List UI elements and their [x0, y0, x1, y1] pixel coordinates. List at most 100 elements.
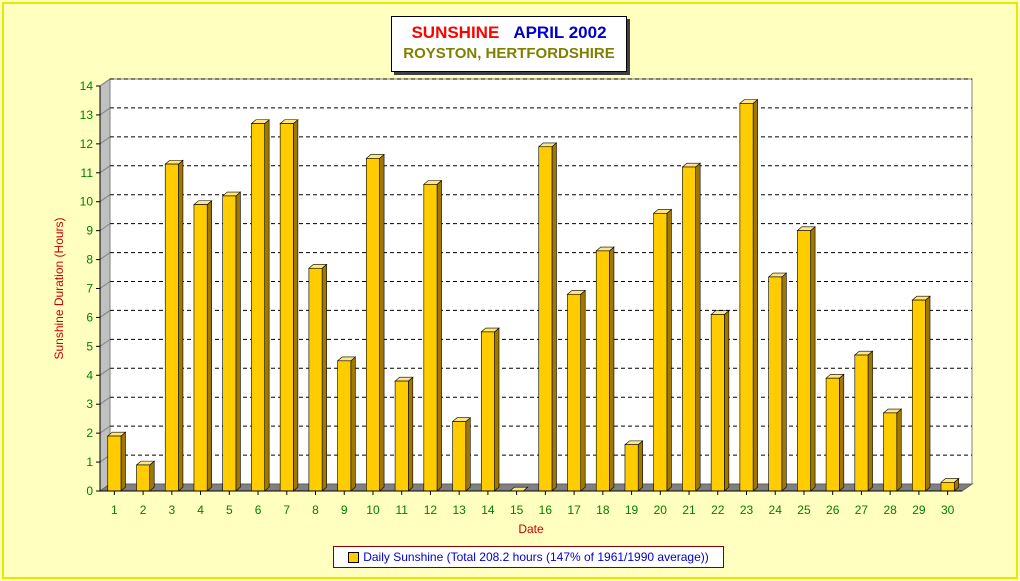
bar [136, 464, 151, 492]
bar-side [350, 356, 356, 492]
bar [423, 184, 438, 492]
x-tick-label: 26 [826, 503, 840, 517]
legend: Daily Sunshine (Total 208.2 hours (147% … [333, 546, 724, 568]
bar-side [149, 460, 155, 492]
chart-title-month: APRIL 2002 [513, 23, 607, 42]
x-tick-label: 1 [111, 503, 118, 517]
bar [883, 412, 898, 492]
bar-side [379, 153, 385, 492]
bar-side [551, 142, 557, 492]
bar-side [810, 226, 816, 492]
gridline-side [99, 310, 111, 318]
gridline-side [99, 367, 111, 376]
x-tick-label: 23 [740, 503, 754, 517]
bar [164, 163, 179, 492]
chart-title: SUNSHINE [411, 23, 500, 42]
x-tick-label: 6 [255, 503, 262, 517]
bar-side [465, 417, 471, 492]
y-tick-label: 0 [86, 484, 93, 498]
y-tick-label: 8 [86, 253, 93, 267]
gridline-side [99, 425, 111, 434]
gridline-side [99, 281, 111, 289]
x-axis-title: Date [518, 522, 544, 536]
bar-side [896, 408, 902, 492]
legend-swatch [348, 551, 360, 563]
bar [538, 146, 553, 492]
bar-side [436, 179, 442, 492]
bar [480, 331, 495, 492]
bar [366, 158, 380, 492]
gridline-side [99, 78, 111, 87]
bar [107, 435, 122, 492]
bar-side [293, 119, 299, 492]
bar [710, 314, 725, 492]
bar-side [695, 162, 701, 492]
x-tick-label: 12 [424, 503, 438, 517]
bar-side [580, 289, 586, 492]
bar [797, 230, 811, 492]
x-tick-label: 17 [567, 503, 581, 517]
bar-side [724, 310, 730, 492]
y-tick-label: 4 [86, 368, 93, 382]
bar [940, 482, 955, 492]
bar-side [867, 350, 873, 492]
bar [854, 354, 869, 492]
y-tick-label: 13 [80, 108, 94, 122]
gridline-side [99, 194, 111, 203]
bar [653, 212, 668, 492]
gridline-side [99, 136, 111, 145]
bar-side [666, 208, 672, 492]
x-tick-label: 28 [883, 503, 897, 517]
x-tick-label: 8 [312, 503, 319, 517]
bar-side [781, 272, 787, 492]
chart-subtitle: ROYSTON, HERTFORDSHIRE [403, 45, 615, 62]
bar [337, 360, 352, 492]
x-tick-label: 10 [366, 503, 380, 517]
bar-side [206, 200, 212, 492]
bar [911, 299, 926, 492]
bar-side [609, 246, 615, 492]
bar [567, 293, 582, 492]
x-tick-label: 25 [797, 503, 811, 517]
x-tick-label: 9 [341, 503, 348, 517]
y-tick-label: 1 [86, 455, 93, 469]
y-tick-label: 3 [86, 397, 93, 411]
x-tick-label: 7 [283, 503, 290, 517]
x-tick-label: 30 [941, 503, 955, 517]
gridline-side [99, 107, 111, 116]
gridline-side [99, 165, 111, 174]
y-tick-label: 10 [80, 195, 94, 209]
x-tick-label: 14 [481, 503, 495, 517]
legend-label: Daily Sunshine (Total 208.2 hours (147% … [363, 550, 709, 564]
bar [452, 421, 467, 492]
bar [279, 123, 294, 492]
bar [825, 377, 840, 492]
bar [193, 204, 208, 492]
x-tick-label: 29 [912, 503, 926, 517]
x-tick-label: 22 [711, 503, 725, 517]
x-tick-label: 24 [769, 503, 783, 517]
y-tick-label: 14 [80, 79, 94, 93]
bar-side [321, 263, 327, 492]
bar [394, 380, 409, 492]
y-tick-label: 6 [86, 310, 93, 324]
x-tick-label: 3 [168, 503, 175, 517]
y-axis-title: Sunshine Duration (Hours) [52, 217, 66, 359]
x-tick-label: 18 [596, 503, 610, 517]
bar [624, 444, 639, 492]
x-tick-label: 20 [654, 503, 668, 517]
bar-side [494, 327, 500, 492]
gridline-side [99, 396, 111, 405]
y-tick-label: 9 [86, 224, 93, 238]
gridline-side [99, 223, 111, 232]
bar [595, 250, 610, 492]
y-tick-label: 5 [86, 339, 93, 353]
bar-side [178, 159, 184, 492]
bar-side [925, 295, 931, 492]
x-tick-label: 21 [682, 503, 696, 517]
y-tick-label: 7 [86, 282, 93, 296]
bar [682, 166, 696, 492]
y-tick-label: 11 [81, 166, 94, 180]
x-tick-label: 5 [226, 503, 233, 517]
